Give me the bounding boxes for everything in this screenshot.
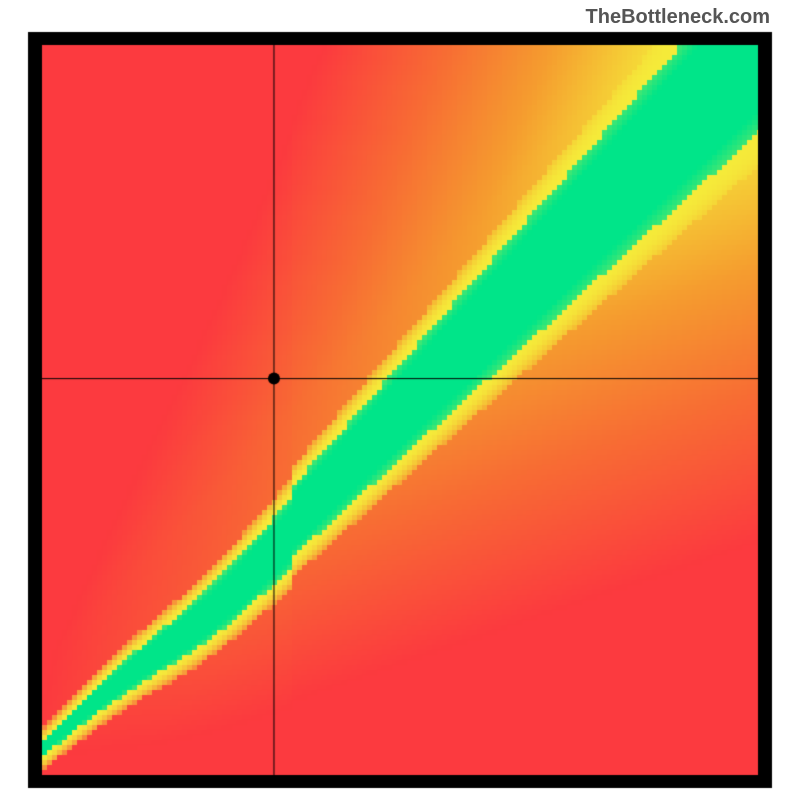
bottleneck-heatmap: [0, 0, 800, 800]
watermark-text: TheBottleneck.com: [586, 6, 770, 29]
